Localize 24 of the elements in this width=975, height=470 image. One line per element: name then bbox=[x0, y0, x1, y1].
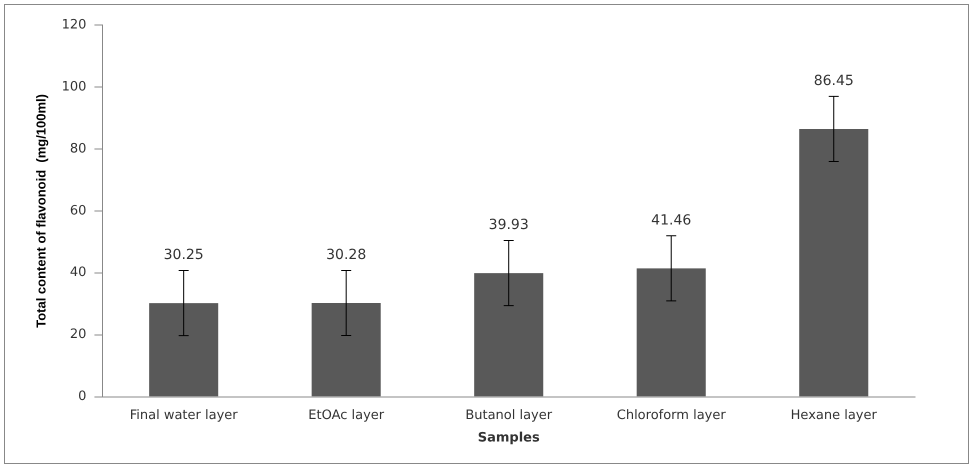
bar bbox=[474, 273, 544, 396]
y-axis-title: Total content of flavonoid (mg/100ml) bbox=[33, 94, 48, 328]
data-label: 39.93 bbox=[488, 217, 529, 234]
data-label: 30.25 bbox=[164, 247, 204, 264]
y-tick-label: 0 bbox=[78, 389, 86, 404]
y-tick-label: 20 bbox=[70, 327, 86, 342]
x-tick-label: Hexane layer bbox=[790, 408, 878, 423]
y-tick-label: 60 bbox=[70, 203, 86, 218]
y-tick-label: 80 bbox=[70, 141, 86, 156]
data-label: 30.28 bbox=[326, 247, 366, 264]
bar bbox=[636, 268, 706, 396]
y-tick-label: 100 bbox=[62, 79, 86, 94]
y-tick-label: 40 bbox=[70, 265, 86, 280]
x-tick-label: Final water layer bbox=[130, 408, 238, 423]
data-label: 41.46 bbox=[651, 212, 692, 228]
y-tick-label: 120 bbox=[62, 17, 86, 32]
bar bbox=[149, 303, 218, 396]
bar bbox=[799, 128, 868, 396]
bar bbox=[312, 302, 381, 396]
x-tick-label: Butanol layer bbox=[465, 408, 553, 423]
data-label: 86.45 bbox=[814, 73, 854, 90]
x-tick-label: EtOAc layer bbox=[308, 408, 385, 423]
x-axis-title: Samples bbox=[478, 430, 540, 446]
x-tick-label: Chloroform layer bbox=[616, 408, 726, 423]
